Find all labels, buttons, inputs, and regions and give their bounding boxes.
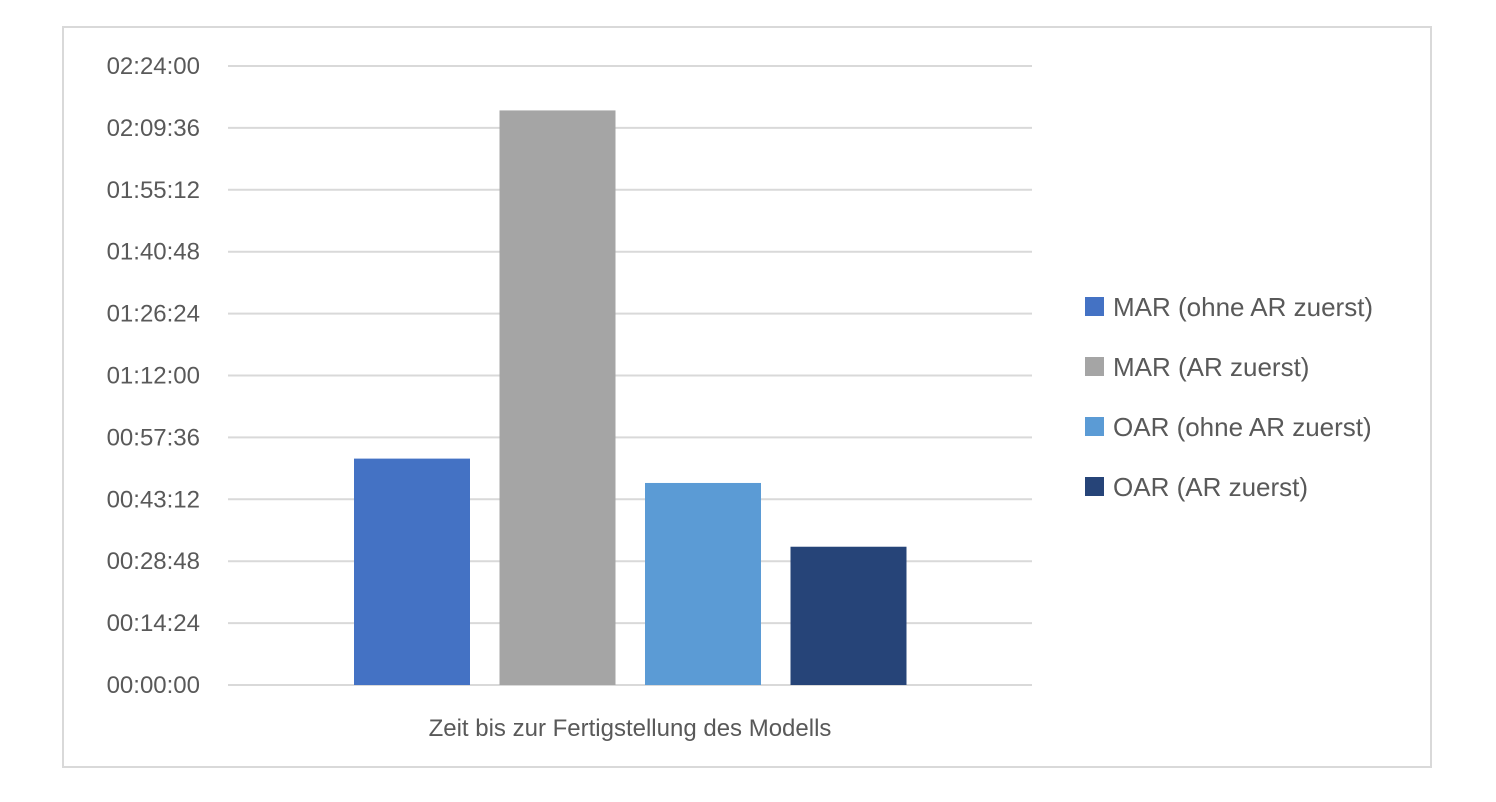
y-tick-label: 00:14:24 — [107, 610, 200, 637]
legend-label: MAR (AR zuerst) — [1113, 352, 1309, 382]
legend-swatch — [1085, 357, 1104, 376]
legend: MAR (ohne AR zuerst) MAR (AR zuerst) OAR (… — [1085, 292, 1373, 502]
legend-swatch — [1085, 477, 1104, 496]
gridlines — [228, 65, 1032, 686]
bars — [354, 110, 907, 685]
y-tick-label: 00:43:12 — [107, 486, 200, 513]
y-tick-label: 01:26:24 — [107, 301, 200, 328]
bar-4 — [790, 546, 907, 685]
category-label: Zeit bis zur Fertigstellung des Modells — [429, 715, 832, 742]
y-tick-label: 01:40:48 — [107, 239, 200, 266]
y-tick-label: 02:09:36 — [107, 115, 200, 142]
legend-label: OAR (AR zuerst) — [1113, 472, 1308, 502]
y-tick-label: 01:12:00 — [107, 363, 200, 390]
legend-swatch — [1085, 417, 1104, 436]
y-tick-label: 01:55:12 — [107, 177, 200, 204]
legend-swatch — [1085, 297, 1104, 316]
y-tick-label: 02:24:00 — [107, 53, 200, 80]
legend-label: MAR (ohne AR zuerst) — [1113, 292, 1373, 322]
bar-1 — [354, 458, 470, 685]
bar-2 — [499, 110, 616, 685]
y-tick-label: 00:28:48 — [107, 548, 200, 575]
legend-label: OAR (ohne AR zuerst) — [1113, 412, 1372, 442]
y-tick-label: 00:00:00 — [107, 672, 200, 699]
y-tick-label: 00:57:36 — [107, 424, 200, 451]
y-axis-tick-labels: 00:00:00 00:14:24 00:28:48 00:43:12 00:57:36… — [107, 53, 200, 699]
bar-3 — [645, 482, 761, 685]
